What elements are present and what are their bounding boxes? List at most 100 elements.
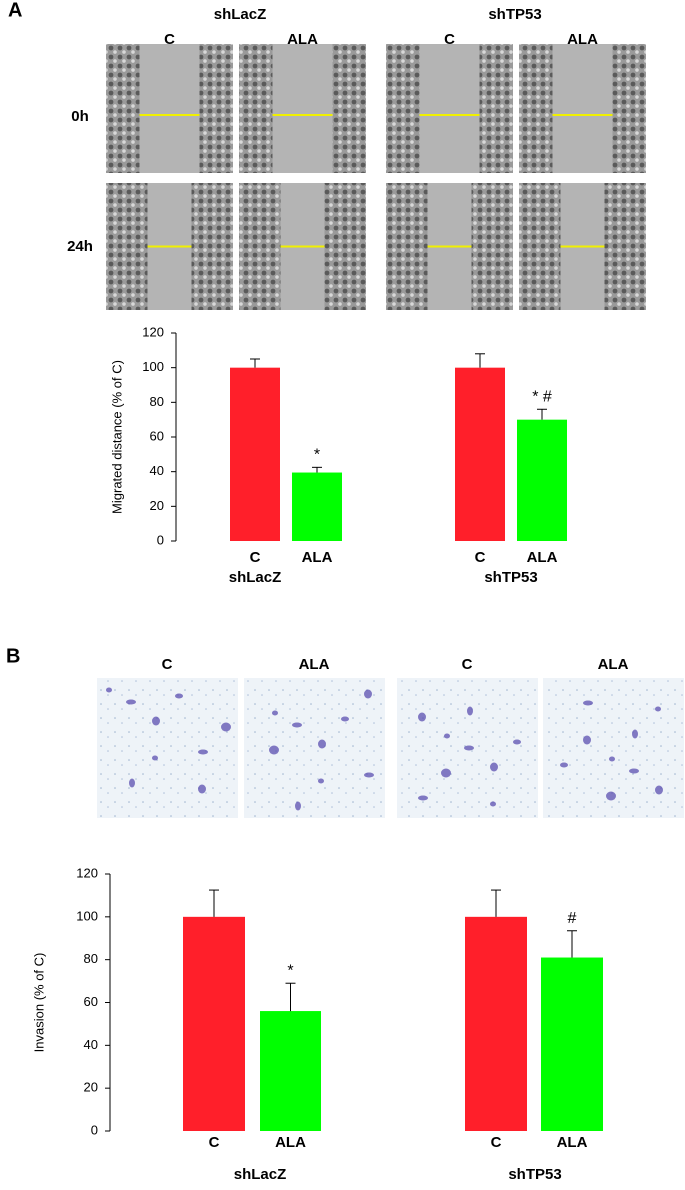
- stained-cell: [583, 735, 591, 745]
- time-label: 0h: [71, 108, 89, 125]
- error-bar: [567, 930, 577, 958]
- x-tick-label: C: [475, 549, 486, 566]
- time-label: 24h: [67, 238, 93, 255]
- bar: [183, 916, 245, 1131]
- micrograph: [244, 678, 385, 818]
- x-tick-label: ALA: [302, 549, 333, 566]
- stained-cell: [490, 801, 496, 807]
- y-axis-label: Invasion (% of C): [31, 953, 46, 1053]
- condition-label: C: [444, 31, 455, 48]
- x-tick-label: C: [491, 1134, 502, 1151]
- x-tick-label: C: [250, 549, 261, 566]
- stained-cell: [295, 801, 301, 811]
- x-tick-label: ALA: [557, 1134, 588, 1151]
- error-bar: [491, 889, 501, 917]
- stained-cell: [269, 745, 279, 755]
- y-tick-label: 120: [76, 865, 98, 880]
- panel-label: A: [8, 0, 22, 21]
- stained-cell: [198, 749, 208, 755]
- condition-label: ALA: [299, 656, 330, 673]
- stained-cell: [629, 768, 639, 774]
- condition-label: C: [164, 31, 175, 48]
- stained-cell: [583, 700, 593, 706]
- stained-cell: [272, 710, 278, 716]
- bar: [541, 957, 603, 1131]
- y-tick-label: 80: [84, 951, 98, 966]
- y-tick-label: 100: [76, 908, 98, 923]
- bar: [292, 472, 342, 541]
- y-tick-label: 20: [84, 1080, 98, 1095]
- group-label: shTP53: [484, 569, 537, 586]
- y-tick-label: 60: [84, 994, 98, 1009]
- micrographs: [97, 44, 684, 818]
- stained-cell: [441, 768, 451, 778]
- stained-cell: [175, 693, 183, 699]
- wound-gap: [552, 44, 613, 173]
- significance-label: *: [314, 447, 320, 464]
- stained-cell: [129, 778, 135, 788]
- stained-cell: [198, 784, 206, 794]
- stained-cell: [606, 791, 616, 801]
- stained-cell: [221, 722, 231, 732]
- stained-cell: [341, 716, 349, 722]
- group-label: shTP53: [488, 6, 541, 23]
- condition-label: C: [462, 656, 473, 673]
- stained-cell: [513, 739, 521, 745]
- stained-cell: [364, 772, 374, 778]
- error-bar: [285, 982, 296, 1012]
- stained-cell: [318, 739, 326, 749]
- error-bar: [537, 408, 547, 420]
- group-label: shLacZ: [229, 569, 282, 586]
- significance-label: * #: [532, 388, 552, 405]
- y-tick-label: 100: [142, 359, 164, 374]
- y-tick-label: 0: [157, 532, 164, 547]
- stained-cell: [318, 778, 324, 784]
- error-bar: [250, 358, 260, 368]
- bar: [517, 419, 567, 541]
- y-tick-label: 20: [150, 498, 164, 513]
- stained-cell: [152, 755, 158, 761]
- stained-cell: [364, 689, 372, 699]
- group-label: shTP53: [508, 1166, 561, 1183]
- x-tick-label: C: [209, 1134, 220, 1151]
- stained-cell: [655, 785, 663, 795]
- stained-cell: [632, 729, 638, 739]
- stained-cell: [292, 722, 302, 728]
- y-tick-label: 40: [150, 463, 164, 478]
- bar: [455, 367, 505, 541]
- condition-label: C: [162, 656, 173, 673]
- stained-cell: [560, 762, 568, 768]
- y-tick-label: 60: [150, 428, 164, 443]
- condition-label: ALA: [287, 31, 318, 48]
- y-tick-label: 0: [91, 1122, 98, 1137]
- y-tick-label: 80: [150, 394, 164, 409]
- group-label: shLacZ: [214, 6, 267, 23]
- bar: [465, 916, 527, 1131]
- panel-label: B: [6, 645, 20, 667]
- stained-cell: [464, 745, 474, 751]
- y-axis-label: Migrated distance (% of C): [109, 360, 124, 514]
- bar: [230, 367, 280, 541]
- x-tick-label: ALA: [527, 549, 558, 566]
- error-bar: [312, 466, 322, 473]
- stained-cell: [152, 716, 160, 726]
- stained-cell: [126, 699, 136, 705]
- y-tick-label: 40: [84, 1037, 98, 1052]
- stained-cell: [418, 712, 426, 722]
- bar: [260, 1011, 321, 1131]
- error-bar: [209, 889, 219, 917]
- stained-cell: [655, 706, 661, 712]
- stained-cell: [609, 756, 615, 762]
- x-tick-label: ALA: [275, 1134, 306, 1151]
- group-label: shLacZ: [234, 1166, 287, 1183]
- y-tick-label: 120: [142, 324, 164, 339]
- stained-cell: [467, 706, 473, 716]
- wound-gap: [419, 44, 480, 173]
- micrograph: [97, 678, 238, 818]
- stained-cell: [444, 733, 450, 739]
- stained-cell: [106, 687, 112, 693]
- significance-label: #: [568, 910, 577, 927]
- wound-gap: [139, 44, 200, 173]
- error-bar: [475, 353, 485, 368]
